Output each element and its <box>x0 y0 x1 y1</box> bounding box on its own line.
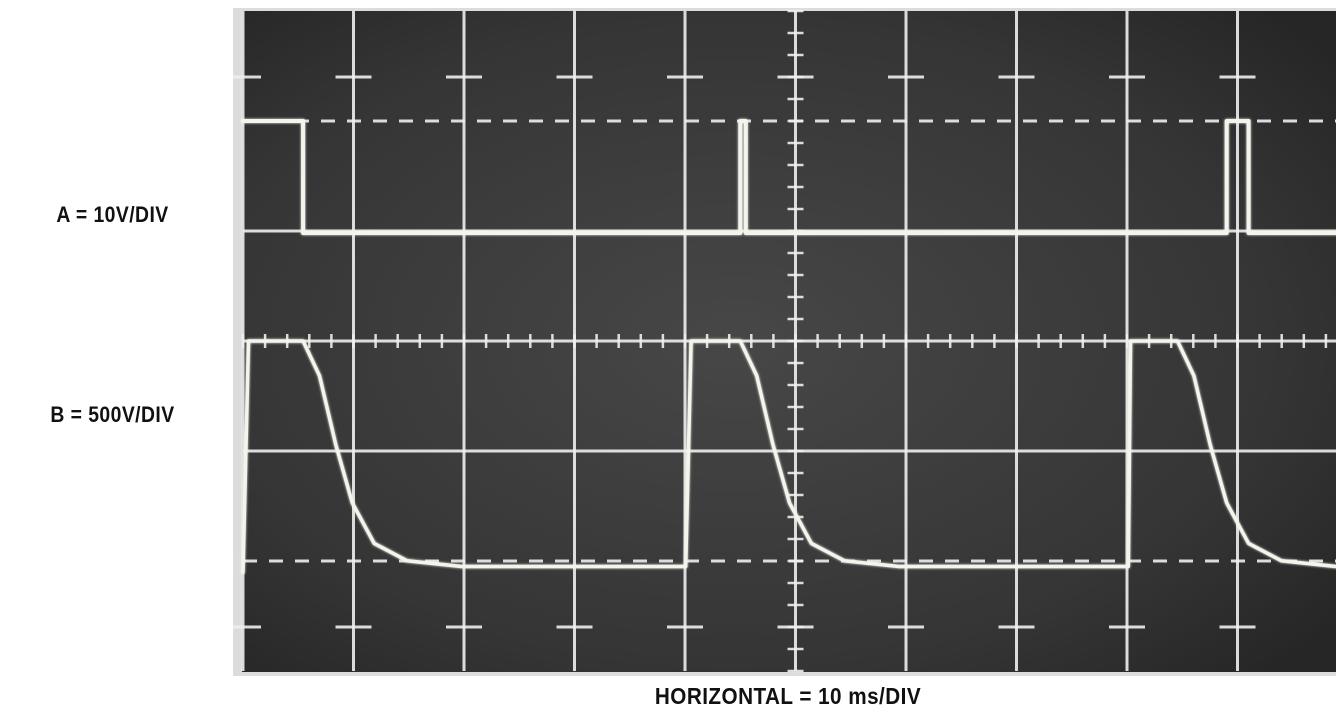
channel-b-scale-label: B = 500V/DIV <box>50 402 175 427</box>
traces <box>241 119 1336 575</box>
horizontal-scale-label: HORIZONTAL = 10 ms/DIV <box>654 683 922 709</box>
oscilloscope-screen <box>233 8 1336 676</box>
trace-channel-a <box>241 119 1336 235</box>
channel-a-scale-label: A = 10V/DIV <box>56 202 169 227</box>
trace-channel-b <box>241 339 1336 575</box>
oscilloscope-plot <box>233 9 1336 673</box>
